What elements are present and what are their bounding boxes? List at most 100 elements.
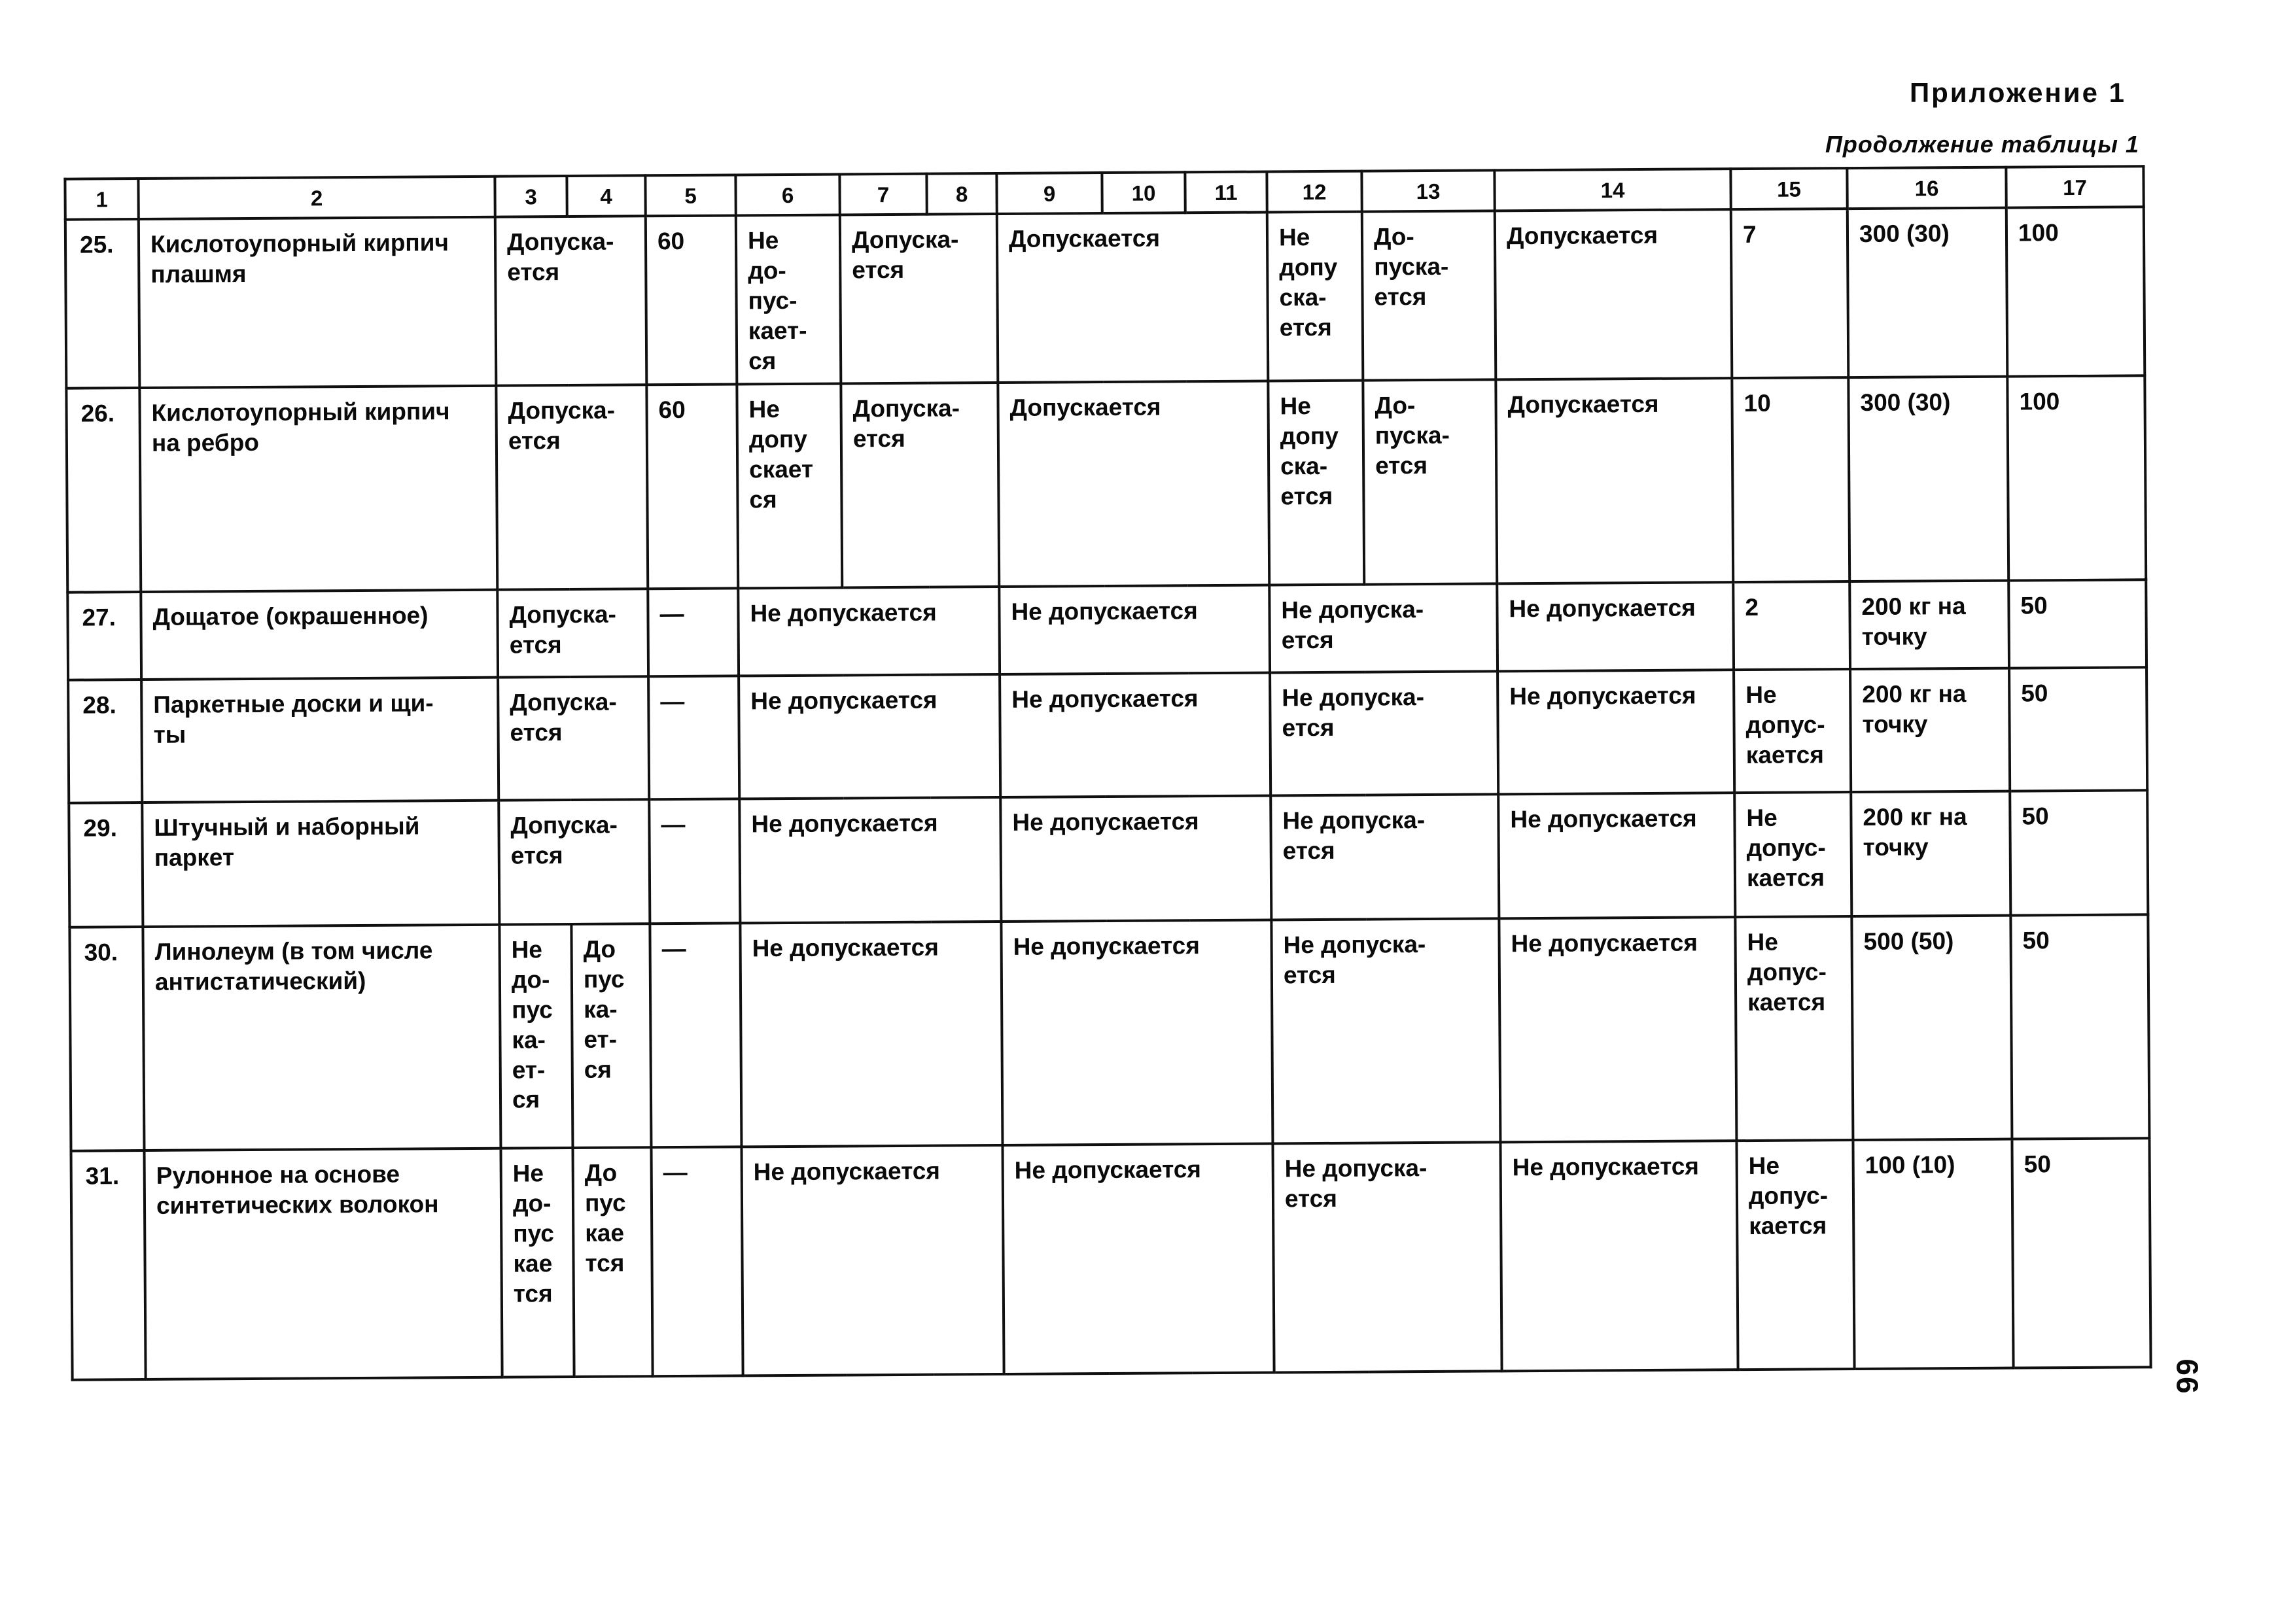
col9-11-cell: Не допускается	[1000, 672, 1271, 798]
table-row: 25. Кислотоупорный кирпич плашмя Допуска…	[65, 207, 2145, 389]
table-row: 30. Линолеум (в том числе антистатически…	[69, 914, 2150, 1151]
col6-8-cell: Не допускается	[739, 674, 1001, 799]
column-number-header: 12	[1267, 171, 1362, 213]
column-number-header: 10	[1102, 172, 1185, 214]
table-row: 29. Штучный и наборный паркет Допуска- е…	[69, 790, 2148, 927]
col9-11-cell: Не допускается	[1000, 795, 1272, 922]
col12-13-cell: Не допуска- ется	[1269, 583, 1498, 673]
col14-cell: Не допускается	[1500, 1141, 1738, 1372]
col15-cell: Не допус- кается	[1734, 669, 1851, 793]
column-number-header: 15	[1730, 168, 1848, 210]
col5-cell: —	[649, 799, 741, 924]
col17-cell: 50	[2009, 667, 2148, 791]
col9-11-cell: Не допускается	[1001, 920, 1273, 1145]
column-number-header: 4	[567, 175, 646, 217]
material-name-cell: Дощатое (окрашенное)	[141, 589, 499, 680]
row-index-cell: 31.	[71, 1150, 146, 1380]
appendix-title: Приложение 1	[1909, 77, 2126, 108]
column-number-header: 13	[1361, 170, 1495, 212]
column-number-header: 2	[138, 176, 495, 220]
col3-4-cell: Допуска- ется	[495, 216, 647, 386]
col14-cell: Допускается	[1496, 378, 1734, 584]
col17-cell: 100	[2007, 375, 2146, 581]
col4-cell: До пус кае тся	[572, 1147, 653, 1377]
col5-cell: —	[648, 588, 739, 677]
column-number-header: 9	[996, 173, 1102, 215]
column-number-header: 7	[839, 173, 927, 215]
col6-cell: Не до- пус- кает- ся	[735, 215, 841, 385]
col12-cell: Не допу ска- ется	[1268, 380, 1365, 585]
material-name-cell: Линолеум (в том числе антистатический)	[143, 924, 501, 1151]
col12-cell: Не допу ска- ется	[1267, 211, 1363, 381]
col7-8-cell: Допуска- ется	[839, 214, 998, 384]
col3-cell: Не до- пус ка- ет- ся	[499, 924, 573, 1149]
col15-cell: Не допус- кается	[1736, 1140, 1855, 1370]
material-name-cell: Паркетные доски и щи- ты	[141, 677, 499, 803]
col6-8-cell: Не допускается	[741, 1145, 1004, 1376]
col15-cell: Не допус- кается	[1734, 792, 1852, 918]
col17-cell: 50	[2010, 914, 2150, 1139]
column-number-header: 11	[1185, 171, 1267, 213]
col15-cell: 7	[1730, 209, 1849, 379]
col17-cell: 100	[2006, 207, 2145, 377]
col14-cell: Не допускается	[1498, 793, 1736, 919]
col5-cell: —	[650, 923, 742, 1148]
col12-13-cell: Не допуска- ется	[1270, 671, 1499, 796]
col15-cell: 2	[1733, 581, 1851, 670]
column-number-header: 1	[65, 179, 139, 220]
col5-cell: —	[648, 676, 740, 800]
table-row: 27. Дощатое (окрашенное) Допуска- ется —…	[67, 579, 2147, 680]
col3-cell: Не до- пус кае тся	[500, 1148, 574, 1377]
material-name-cell: Штучный и наборный паркет	[142, 800, 500, 927]
col3-4-cell: Допуска- ется	[499, 799, 650, 925]
row-index-cell: 27.	[67, 592, 142, 680]
col16-cell: 100 (10)	[1853, 1139, 2014, 1370]
col9-11-cell: Допускается	[996, 212, 1269, 383]
col17-cell: 50	[2008, 579, 2147, 668]
column-number-header: 14	[1494, 169, 1731, 211]
col13-cell: До- пуска- ется	[1361, 211, 1496, 381]
row-index-cell: 29.	[69, 803, 143, 927]
table-continuation-caption: Продолжение таблицы 1	[1825, 131, 2139, 158]
column-number-header: 8	[926, 173, 997, 215]
table-row: 26. Кислотоупорный кирпич на ребро Допус…	[66, 375, 2146, 593]
col3-4-cell: Допуска- ется	[496, 385, 648, 590]
col12-13-cell: Не допуска- ется	[1272, 1142, 1502, 1373]
column-number-header: 6	[735, 174, 840, 216]
column-number-header: 16	[1847, 167, 2006, 209]
col5-cell: 60	[646, 384, 739, 589]
col6-cell: Не допу скает ся	[737, 383, 843, 589]
col16-cell: 200 кг на точку	[1850, 668, 2010, 793]
page-number: 66	[2170, 1358, 2205, 1395]
col16-cell: 300 (30)	[1848, 376, 2009, 582]
col14-cell: Допускается	[1494, 209, 1732, 380]
col16-cell: 500 (50)	[1851, 915, 2012, 1141]
col6-8-cell: Не допускается	[739, 797, 1002, 924]
row-index-cell: 30.	[69, 927, 145, 1151]
col16-cell: 200 кг на точку	[1849, 580, 2010, 670]
col17-cell: 50	[2010, 790, 2148, 916]
col16-cell: 300 (30)	[1847, 207, 2008, 378]
col5-cell: 60	[645, 215, 737, 385]
materials-table: 1 2 3 4 5 6 7 8 9 10 11 12 13 14 15 16 1…	[63, 165, 2152, 1381]
col15-cell: Не допус- кается	[1735, 916, 1853, 1141]
material-name-cell: Рулонное на основе синтетических волокон	[144, 1148, 502, 1380]
col6-8-cell: Не допускается	[740, 922, 1003, 1147]
col9-11-cell: Допускается	[998, 381, 1270, 587]
col14-cell: Не допускается	[1497, 582, 1734, 672]
row-index-cell: 28.	[68, 680, 143, 803]
table-row: 31. Рулонное на основе синтетических вол…	[71, 1138, 2151, 1380]
col14-cell: Не допускается	[1498, 670, 1735, 795]
col3-4-cell: Допуска- ется	[498, 676, 650, 801]
row-index-cell: 25.	[65, 219, 140, 389]
col5-cell: —	[651, 1147, 743, 1377]
col14-cell: Не допускается	[1499, 917, 1737, 1143]
column-number-header: 3	[495, 176, 567, 217]
row-index-cell: 26.	[66, 388, 141, 593]
table-container: 1 2 3 4 5 6 7 8 9 10 11 12 13 14 15 16 1…	[63, 165, 2152, 1381]
col16-cell: 200 кг на точку	[1851, 791, 2011, 917]
column-number-header: 5	[645, 175, 736, 216]
col13-cell: До- пуска- ется	[1363, 379, 1498, 585]
col12-13-cell: Не допуска- ется	[1271, 918, 1501, 1144]
